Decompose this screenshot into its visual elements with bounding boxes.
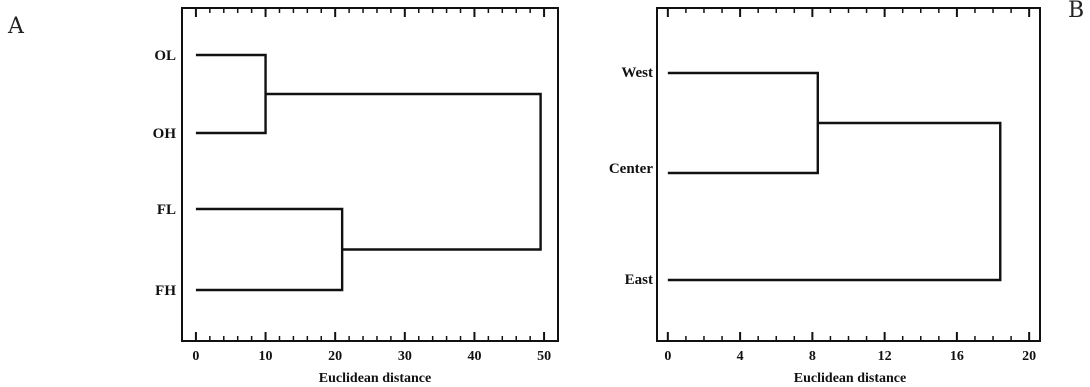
leaf-label-oh: OH xyxy=(153,126,177,142)
x-tick-label: 8 xyxy=(809,349,816,364)
dendrogram-link xyxy=(265,92,542,251)
major-ticks-b xyxy=(666,8,1031,341)
x-tick-label: 50 xyxy=(537,349,551,364)
leaf-label-west: West xyxy=(621,65,653,81)
x-tick-label: 12 xyxy=(878,349,892,364)
panel-letter-b: B xyxy=(1068,0,1085,23)
tick-labels-b: 0 4 8 12 16 20 xyxy=(664,349,1036,364)
major-ticks-a xyxy=(194,8,546,341)
x-tick-label: 4 xyxy=(737,349,744,364)
leaf-label-center: Center xyxy=(609,161,653,177)
plot-frame-b xyxy=(656,7,1041,342)
x-axis-label-a: Euclidean distance xyxy=(319,371,431,386)
leaf-labels-a: OL OH FL FH xyxy=(153,48,177,299)
dendrogram-links-b xyxy=(667,71,1002,282)
dendrogram-link xyxy=(195,207,344,292)
panel-letter-a: A xyxy=(8,14,24,39)
x-tick-label: 10 xyxy=(259,349,273,364)
leaf-label-fl: FL xyxy=(157,202,176,218)
x-tick-label: 0 xyxy=(192,349,199,364)
x-tick-label: 30 xyxy=(398,349,412,364)
leaf-label-ol: OL xyxy=(154,48,176,64)
dendrogram-panel-a: 0 10 20 30 40 50 OL OH FL FH Euclidean distan… xyxy=(153,7,559,386)
x-tick-label: 40 xyxy=(467,349,481,364)
x-tick-label: 0 xyxy=(664,349,671,364)
minor-ticks-a xyxy=(209,8,531,341)
dendrogram-link xyxy=(195,53,267,135)
dendrogram-panel-b: 0 4 8 12 16 20 West Center East Euclidean dis… xyxy=(609,7,1041,386)
x-axis-label-b: Euclidean distance xyxy=(794,371,906,386)
minor-ticks-b xyxy=(685,8,1012,341)
dendrogram-link xyxy=(667,71,819,175)
leaf-label-east: East xyxy=(625,272,653,288)
dendrogram-link xyxy=(667,121,1002,282)
x-tick-label: 20 xyxy=(328,349,342,364)
dendrogram-links-a xyxy=(195,53,542,292)
leaf-labels-b: West Center East xyxy=(609,65,653,288)
x-tick-label: 16 xyxy=(950,349,964,364)
tick-labels-a: 0 10 20 30 40 50 xyxy=(192,349,551,364)
plot-frame-a xyxy=(181,7,559,342)
leaf-label-fh: FH xyxy=(155,283,176,299)
x-tick-label: 20 xyxy=(1022,349,1036,364)
